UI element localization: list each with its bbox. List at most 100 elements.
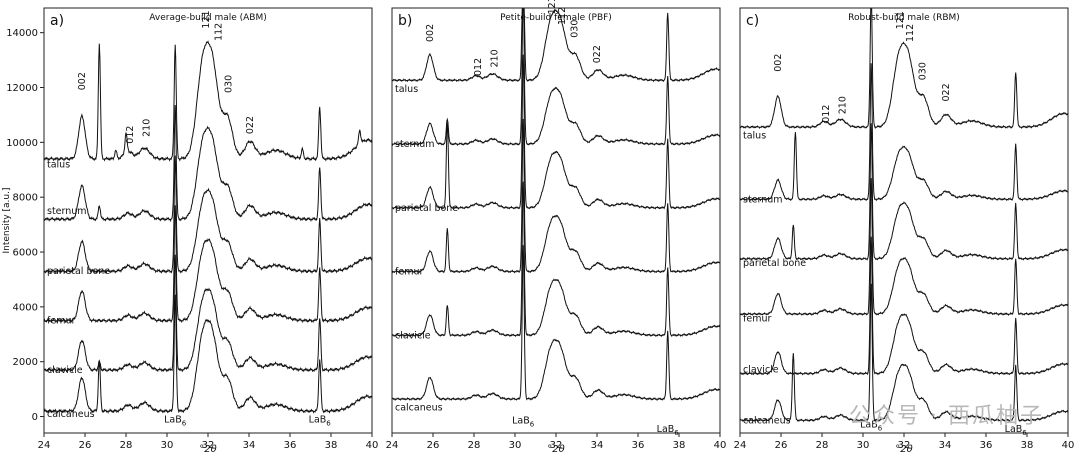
series-line-talus: [739, 8, 1069, 130]
x-axis-label: °2θ: [199, 444, 216, 455]
series-label: sternum: [395, 139, 435, 150]
x-tick-label: 36: [980, 440, 993, 451]
peak-label: 002: [773, 54, 784, 72]
series-line-clavicle: [391, 181, 721, 338]
y-tick-label: 0: [32, 412, 38, 423]
y-axis-label: Intensity [a.u.]: [2, 188, 12, 254]
x-tick-label: 32: [550, 440, 563, 451]
panel-title: Average-build male (ABM): [149, 13, 267, 23]
watermark-text: 公众号 · 西瓜柚子: [849, 404, 1044, 429]
plot-frame: [739, 7, 1069, 434]
x-tick-label: 26: [427, 440, 440, 451]
series-label: femur: [47, 316, 75, 327]
peak-label: 210: [838, 96, 849, 114]
x-tick-label: 30: [857, 440, 870, 451]
x-tick-label: 38: [1021, 440, 1034, 451]
panel-label: c): [746, 13, 759, 29]
chart-panel-1: 24 26 28 30 32 34 36 38 40 °2θ 0 2000 4000 6000 8000 10…: [2, 7, 379, 455]
series-label: talus: [743, 131, 766, 142]
series-label: calcaneus: [47, 409, 95, 420]
peak-label: 022: [592, 45, 603, 63]
peak-label: 121: [201, 10, 212, 28]
series-line-calcaneus: [43, 294, 373, 414]
series-label: parietal bone: [47, 266, 110, 277]
series-line-sternum: [43, 104, 373, 223]
peak-label: 002: [425, 24, 436, 42]
peak-label: 030: [917, 62, 928, 80]
panel-title: Petite-build female (PBF): [500, 13, 612, 23]
x-tick-label: 36: [632, 440, 645, 451]
series-label: sternum: [743, 194, 783, 205]
x-tick-label: 38: [673, 440, 686, 451]
series-line-sternum: [739, 63, 1069, 202]
peak-label: 030: [569, 20, 580, 38]
series-line-parietal-bone: [43, 155, 373, 275]
series-line-sternum: [391, 8, 721, 147]
x-tick-label: 26: [775, 440, 788, 451]
x-tick-label: 24: [734, 440, 747, 451]
y-tick-label: 8000: [13, 193, 38, 204]
series-label: parietal bone: [743, 258, 806, 269]
peak-label: 012: [125, 126, 136, 144]
series-label: femur: [743, 313, 771, 324]
plot-frame: [391, 7, 721, 434]
peak-label: 012: [473, 58, 484, 76]
lab6-label: LaB6: [860, 420, 883, 433]
x-tick-label: 34: [591, 440, 604, 451]
panel-title: Robust-build male (RBM): [848, 13, 960, 23]
y-tick-label: 2000: [13, 357, 38, 368]
lab6-label: LaB6: [657, 424, 680, 437]
x-axis-label: °2θ: [547, 444, 564, 455]
peak-label: 012: [821, 105, 832, 123]
series-line-parietal-bone: [391, 54, 720, 210]
series-label: clavicle: [743, 364, 779, 375]
x-tick-label: 26: [79, 440, 92, 451]
y-tick-label: 14000: [6, 28, 38, 39]
peak-label: 112: [557, 7, 568, 25]
x-tick-label: 28: [120, 440, 133, 451]
panel-label: b): [398, 13, 412, 29]
series-line-femur: [43, 205, 373, 324]
peak-label: 022: [941, 83, 952, 101]
x-tick-label: 36: [284, 440, 297, 451]
peak-label: 022: [245, 116, 256, 134]
lab6-label: LaB6: [309, 414, 332, 427]
peak-label: 121: [547, 0, 558, 14]
series-line-calcaneus: [739, 283, 1069, 423]
x-tick-label: 30: [509, 440, 522, 451]
chart-panel-3: 24 26 28 30 32 34 36 38 40 °2θ c) Robust-build male…: [734, 7, 1074, 455]
x-tick-label: 34: [243, 440, 256, 451]
x-tick-label: 28: [816, 440, 829, 451]
lab6-label: LaB6: [1005, 424, 1028, 437]
series-label: calcaneus: [395, 403, 443, 414]
chart-panel-2: 24 26 28 30 32 34 36 38 40 °2θ b) Petite-build fema…: [386, 0, 727, 455]
series-label: talus: [395, 84, 418, 95]
series-line-femur: [739, 178, 1069, 316]
peak-label: 210: [142, 119, 153, 137]
peak-label: 210: [490, 49, 501, 67]
x-tick-label: 28: [468, 440, 481, 451]
series-line-femur: [391, 118, 721, 274]
series-line-talus: [43, 40, 373, 162]
series-line-parietal-bone: [739, 123, 1069, 261]
x-tick-label: 30: [161, 440, 174, 451]
peak-label: 030: [224, 75, 235, 93]
x-tick-label: 40: [366, 440, 379, 451]
x-tick-label: 38: [325, 440, 338, 451]
panel-label: a): [50, 13, 64, 29]
x-tick-label: 24: [38, 440, 51, 451]
series-line-talus: [391, 8, 721, 83]
x-tick-label: 32: [898, 440, 911, 451]
peak-label: 002: [77, 72, 88, 90]
y-tick-label: 10000: [6, 138, 38, 149]
y-tick-label: 4000: [13, 302, 38, 313]
lab6-label: LaB6: [512, 415, 535, 428]
y-tick-label: 6000: [13, 248, 38, 259]
x-tick-label: 24: [386, 440, 399, 451]
peak-label: 121: [895, 11, 906, 29]
series-label: sternum: [47, 206, 87, 217]
series-label: calcaneus: [743, 415, 791, 426]
y-tick-label: 12000: [6, 83, 38, 94]
series-label: clavicle: [47, 365, 83, 376]
